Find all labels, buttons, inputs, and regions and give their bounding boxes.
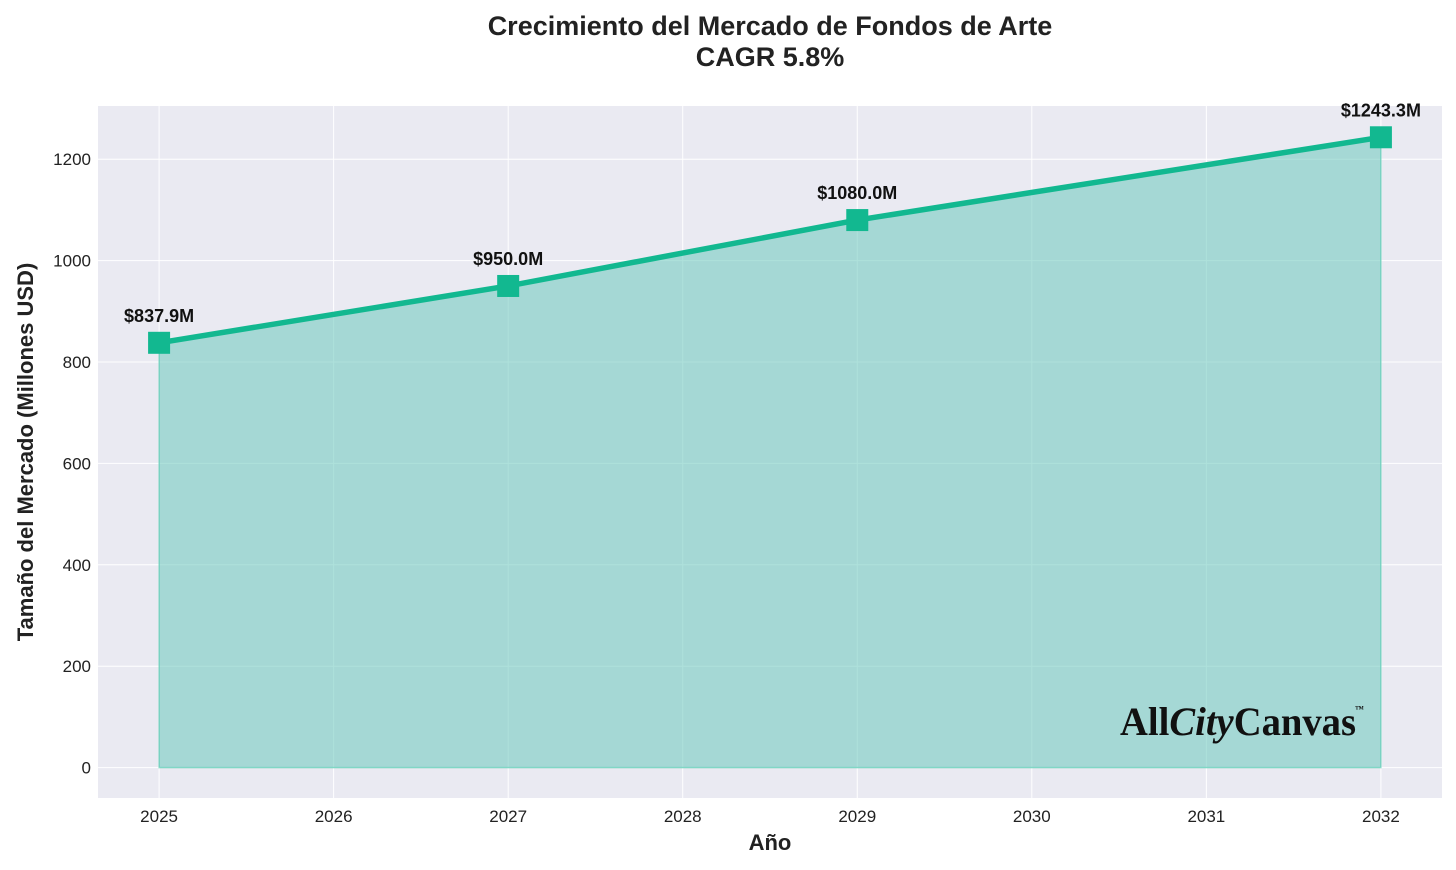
watermark-part-all: All [1120,699,1169,744]
x-tick-label: 2028 [664,807,702,826]
x-tick-label: 2025 [140,807,178,826]
series-line [156,134,1384,346]
x-axis-label: Año [749,830,792,855]
watermark-part-canvas: Canvas [1234,699,1356,744]
data-point-marker [846,209,869,232]
y-tick-label: 1000 [53,252,91,271]
watermark-part-city: City [1169,699,1234,744]
chart-subtitle: CAGR 5.8% [696,42,845,72]
data-label: $1080.0M [817,183,897,203]
y-tick-label: 1200 [53,150,91,169]
data-point-marker [148,331,171,354]
x-tick-label: 2030 [1013,807,1051,826]
x-tick-label: 2026 [315,807,353,826]
y-tick-label: 200 [63,657,91,676]
data-label: $950.0M [473,249,543,269]
data-point-marker [1369,126,1392,149]
data-label-layer: $837.9M $950.0M $1080.0M $1243.3M [124,100,1421,326]
x-tick-label: 2027 [489,807,527,826]
data-label: $1243.3M [1341,100,1421,120]
data-point-marker [497,274,520,297]
x-tick-label: 2029 [838,807,876,826]
y-tick-label: 800 [63,353,91,372]
watermark-trademark: ™ [1355,704,1364,714]
y-axis-ticks: 0 200 400 600 800 1000 1200 [53,150,91,777]
chart-title: Crecimiento del Mercado de Fondos de Art… [488,11,1053,41]
line-layer [156,134,1384,346]
y-tick-label: 0 [82,759,91,778]
marker-layer [148,126,1392,354]
data-label: $837.9M [124,306,194,326]
watermark-logo: AllCityCanvas ™ [1120,699,1364,744]
y-axis-label: Tamaño del Mercado (Millones USD) [13,263,38,642]
y-tick-label: 400 [63,556,91,575]
x-axis-ticks: 2025 2026 2027 2028 2029 2030 2031 2032 [140,807,1400,826]
x-tick-label: 2032 [1362,807,1400,826]
svg-text:AllCityCanvas: AllCityCanvas [1120,699,1356,744]
x-tick-label: 2031 [1187,807,1225,826]
y-tick-label: 600 [63,454,91,473]
